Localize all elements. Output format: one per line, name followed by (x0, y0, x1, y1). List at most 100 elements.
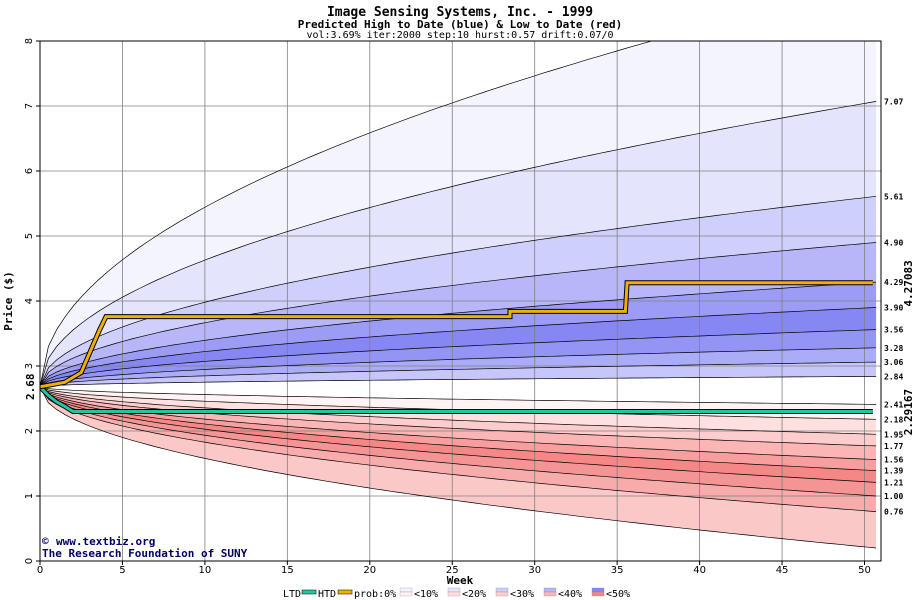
y-tick-label-7: 7 (24, 103, 35, 109)
credit-org: The Research Foundation of SUNY (42, 547, 248, 560)
legend-item-label-2: <20% (462, 589, 486, 600)
htd-ltd-paths (40, 280, 873, 414)
low-band-8 (40, 386, 877, 512)
chart-subtitle: Predicted High to Date (blue) & Low to D… (298, 18, 623, 31)
low-band-4 (40, 386, 877, 460)
x-tick-label-5: 5 (119, 565, 125, 576)
low-band-7 (40, 386, 877, 496)
high-end-label-5: 3.90 (884, 304, 903, 313)
legend-prob-label: prob:0% (354, 589, 396, 600)
y-tick-label-0: 0 (24, 558, 35, 564)
band-boundary-lines (40, 41, 877, 549)
y-tick-label-4: 4 (24, 298, 35, 304)
copyright-icon: © (42, 535, 49, 548)
credit-website[interactable]: www.textbiz.org (56, 535, 155, 548)
legend-swatch-low-3 (495, 591, 509, 597)
x-tick-label-40: 40 (693, 565, 706, 576)
legend-swatch-high-5 (591, 587, 605, 593)
high-end-label-6: 3.56 (884, 326, 903, 335)
legend-swatch-high-3 (495, 587, 509, 593)
legend-ltd-label: LTD (283, 589, 301, 600)
legend-swatch-low-5 (591, 591, 605, 597)
y-tick-label-3: 3 (24, 363, 35, 369)
high-end-label-8: 3.06 (884, 358, 903, 367)
high-band-6 (40, 307, 877, 387)
high-boundary-1 (40, 41, 653, 387)
htd-line (40, 281, 873, 389)
low-end-label-2: 2.18 (884, 415, 903, 424)
high-band-8 (40, 347, 877, 387)
x-tick-label-10: 10 (199, 565, 212, 576)
y-tick-label-5: 5 (24, 233, 35, 239)
low-boundary-3 (40, 386, 877, 435)
low-boundary-1 (40, 386, 877, 405)
legend-item-label-3: <30% (510, 589, 534, 600)
low-end-label-1: 2.41 (884, 400, 903, 409)
high-boundary-9 (40, 361, 877, 388)
high-band-2 (40, 101, 877, 387)
legend-ltd-swatch (301, 589, 317, 595)
low-end-label-3: 1.95 (884, 430, 903, 439)
low-band-6 (40, 386, 877, 483)
high-boundary-2 (40, 101, 877, 387)
chart-params: vol:3.69% iter:2000 step:10 hurst:0.57 d… (306, 30, 613, 41)
high-band-1 (40, 41, 877, 387)
x-tick-label-20: 20 (363, 565, 376, 576)
low-end-label-8: 1.00 (884, 492, 903, 501)
low-end-label-6: 1.39 (884, 467, 903, 476)
low-boundary-6 (40, 386, 877, 471)
x-tick-label-50: 50 (858, 565, 871, 576)
legend: LTD HTD prob:0% <10% <20% <30% <40% <50% (283, 587, 630, 600)
start-price-label: 2.68 (24, 374, 37, 401)
low-end-label-4: 1.77 (884, 442, 903, 451)
high-end-label-1: 7.07 (884, 97, 903, 106)
y-tick-label-1: 1 (24, 493, 35, 499)
legend-item-label-5: <50% (606, 589, 630, 600)
legend-item-label-4: <40% (558, 589, 582, 600)
x-tick-label-30: 30 (528, 565, 541, 576)
high-end-label-9: 2.84 (884, 372, 903, 381)
y-tick-label-6: 6 (24, 168, 35, 174)
legend-swatch-high-1 (399, 587, 413, 593)
low-boundary-8 (40, 386, 877, 497)
high-boundary-6 (40, 307, 877, 388)
high-end-label-2: 5.61 (884, 192, 903, 201)
high-boundary-3 (40, 195, 877, 387)
high-band-7 (40, 329, 877, 387)
x-tick-label-15: 15 (281, 565, 294, 576)
low-boundary-5 (40, 386, 877, 460)
low-end-label-9: 0.76 (884, 508, 903, 517)
low-boundary-10 (40, 386, 877, 549)
y-tick-label-8: 8 (24, 38, 35, 44)
legend-htd-label: HTD (318, 589, 336, 600)
x-tick-label-0: 0 (37, 565, 43, 576)
high-band-3 (40, 196, 877, 387)
high-boundary-4 (40, 242, 877, 387)
right-value-labels: 7.07 5.61 4.90 4.29 3.90 3.56 3.28 3.06 2.84 2.41… (884, 97, 903, 516)
low-boundary-9 (40, 386, 877, 512)
high-band-9 (40, 362, 877, 387)
chart-title: Image Sensing Systems, Inc. - 1999 (327, 5, 593, 20)
x-tick-label-45: 45 (776, 565, 789, 576)
y-tick-label-2: 2 (24, 428, 35, 434)
legend-swatch-low-4 (543, 591, 557, 597)
center-band (40, 376, 877, 405)
ltd-end-value: 2.29167 (902, 389, 915, 435)
high-band-4 (40, 242, 877, 387)
high-end-label-3: 4.90 (884, 239, 903, 248)
high-boundary-8 (40, 347, 877, 388)
high-boundary-7 (40, 329, 877, 388)
ltd-line (40, 385, 873, 413)
legend-item-label-1: <10% (414, 589, 438, 600)
legend-swatch-high-4 (543, 587, 557, 593)
legend-htd-swatch (337, 589, 353, 595)
legend-swatch-low-2 (447, 591, 461, 597)
legend-swatch-low-1 (399, 591, 413, 597)
credits: © www.textbiz.org The Research Foundatio… (42, 535, 248, 560)
low-end-label-5: 1.56 (884, 456, 903, 465)
high-boundary-5 (40, 281, 877, 388)
high-boundary-10 (40, 376, 877, 388)
legend-swatch-high-2 (447, 587, 461, 593)
